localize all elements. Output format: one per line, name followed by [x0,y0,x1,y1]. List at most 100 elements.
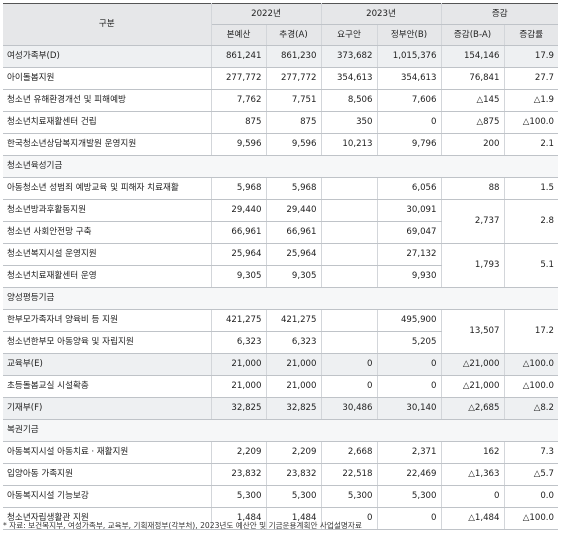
cell-original: 66,961 [210,221,267,244]
cell-original: 9,305 [210,265,267,288]
cell-request [320,309,378,332]
row-label: 여성가족부(D) [3,45,212,68]
cell-request: 8,506 [320,89,378,112]
cell-gov-proposal: 22,469 [376,463,442,486]
source-note: * 자료: 보건복지부, 여성가족부, 교육부, 기획재정부(각부처), 202… [3,521,362,530]
cell-supplementary: 421,275 [265,309,322,332]
cell-diff-merged: 2,737 [440,199,505,244]
cell-gov-proposal: 7,606 [376,89,442,112]
cell-original: 25,964 [210,243,267,266]
cell-gov-proposal: 0 [376,507,442,530]
cell-diff: △21,000 [440,353,505,376]
cell-supplementary: 861,230 [265,45,322,68]
cell-request: 0 [320,353,378,376]
cell-supplementary: 2,209 [265,441,322,464]
cell-request: 10,213 [320,133,378,156]
row-label: 청소년치료재활센터 건립 [3,111,212,134]
section-label: 청소년육성기금 [3,155,559,178]
table-row: 아동청소년 성범죄 예방교육 및 피해자 치료재활 5,968 5,968 6,… [3,177,559,200]
cell-rate: 0.0 [503,485,559,508]
cell-diff: 162 [440,441,505,464]
section-label: 양성평등기금 [3,287,559,310]
cell-rate: △8.2 [503,397,559,420]
cell-original: 421,275 [210,309,267,332]
cell-original: 32,825 [210,397,267,420]
cell-supplementary: 875 [265,111,322,134]
header-original: 본예산 [211,24,267,46]
table-row: 입양아동 가족지원 23,832 23,832 22,518 22,469 △1… [3,463,559,486]
cell-gov-proposal: 27,132 [376,243,442,266]
cell-diff: △145 [440,89,505,112]
cell-diff: 88 [440,177,505,200]
header-2023: 2023년 [320,3,442,25]
cell-rate: 2.1 [503,133,559,156]
cell-rate: △1.9 [503,89,559,112]
row-label: 아동청소년 성범죄 예방교육 및 피해자 치료재활 [3,177,212,200]
cell-diff: △2,685 [440,397,505,420]
cell-gov-proposal: 0 [376,111,442,134]
table-row: 한국청소년상담복지개발원 운영지원 9,596 9,596 10,213 9,7… [3,133,559,156]
header-supplementary: 추경(A) [265,24,322,46]
cell-request [320,331,378,354]
cell-original: 2,209 [210,441,267,464]
header-rate: 증감률 [503,24,559,46]
cell-rate: 27.7 [503,67,559,90]
cell-rate: 1.5 [503,177,559,200]
cell-supplementary: 21,000 [265,353,322,376]
table-row: 청소년치료재활센터 건립 875 875 350 0 △875 △100.0 [3,111,559,134]
section-row: 복권기금 [3,419,559,442]
cell-rate: △100.0 [503,507,559,530]
cell-rate: △100.0 [503,353,559,376]
row-label: 청소년복지시설 운영지원 [3,243,212,266]
cell-request: 373,682 [320,45,378,68]
cell-rate-merged: 2.8 [503,199,559,244]
cell-gov-proposal: 6,056 [376,177,442,200]
row-label: 교육부(E) [3,353,212,376]
cell-diff: 200 [440,133,505,156]
cell-gov-proposal: 0 [376,375,442,398]
cell-request: 5,300 [320,485,378,508]
header-row-1: 구분 2022년 2023년 증감 [3,3,559,46]
cell-supplementary: 29,440 [265,199,322,222]
header-gov-proposal: 정부안(B) [376,24,442,46]
cell-original: 23,832 [210,463,267,486]
cell-diff: △21,000 [440,375,505,398]
row-label: 청소년한부모 아동양육 및 자립지원 [3,331,212,354]
table-row: 청소년치료재활센터 운영 9,305 9,305 9,930 [3,265,558,288]
cell-diff: △1,363 [440,463,505,486]
header-category: 구분 [3,3,212,46]
cell-rate: △5.7 [503,463,559,486]
table-row: 청소년자립생활관 지원 1,484 1,484 0 0 △1,484 △100.… [3,507,559,530]
header-diff: 증감(B-A) [440,24,505,46]
cell-gov-proposal: 9,796 [376,133,442,156]
table-row: 초등돌봄교실 시설확충 21,000 21,000 0 0 △21,000 △1… [3,375,559,398]
cell-supplementary: 9,305 [265,265,322,288]
row-label: 아이돌봄지원 [3,67,212,90]
header-request: 요구안 [320,24,378,46]
cell-request: 0 [320,375,378,398]
cell-original: 29,440 [210,199,267,222]
table-row: 아이돌봄지원 277,772 277,772 354,613 354,613 7… [3,67,559,90]
table-row: 여성가족부(D) 861,241 861,230 373,682 1,015,3… [3,45,559,68]
cell-diff: △875 [440,111,505,134]
cell-request: 350 [320,111,378,134]
cell-supplementary: 9,596 [265,133,322,156]
cell-request [320,177,378,200]
cell-request [320,221,378,244]
cell-gov-proposal: 69,047 [376,221,441,244]
cell-gov-proposal: 0 [376,353,442,376]
cell-supplementary: 7,751 [265,89,322,112]
cell-supplementary: 21,000 [265,375,322,398]
cell-gov-proposal: 30,091 [376,199,442,222]
cell-original: 6,323 [210,331,267,354]
cell-request: 30,486 [320,397,378,420]
section-row: 양성평등기금 [3,287,559,310]
cell-supplementary: 32,825 [265,397,322,420]
cell-rate: △100.0 [503,111,559,134]
cell-supplementary: 23,832 [265,463,322,486]
cell-original: 21,000 [210,353,267,376]
row-label: 아동복지시설 아동치료ㆍ재활지원 [3,441,212,464]
row-label: 아동복지시설 기능보강 [3,485,212,508]
cell-diff-merged: 1,793 [440,243,505,288]
